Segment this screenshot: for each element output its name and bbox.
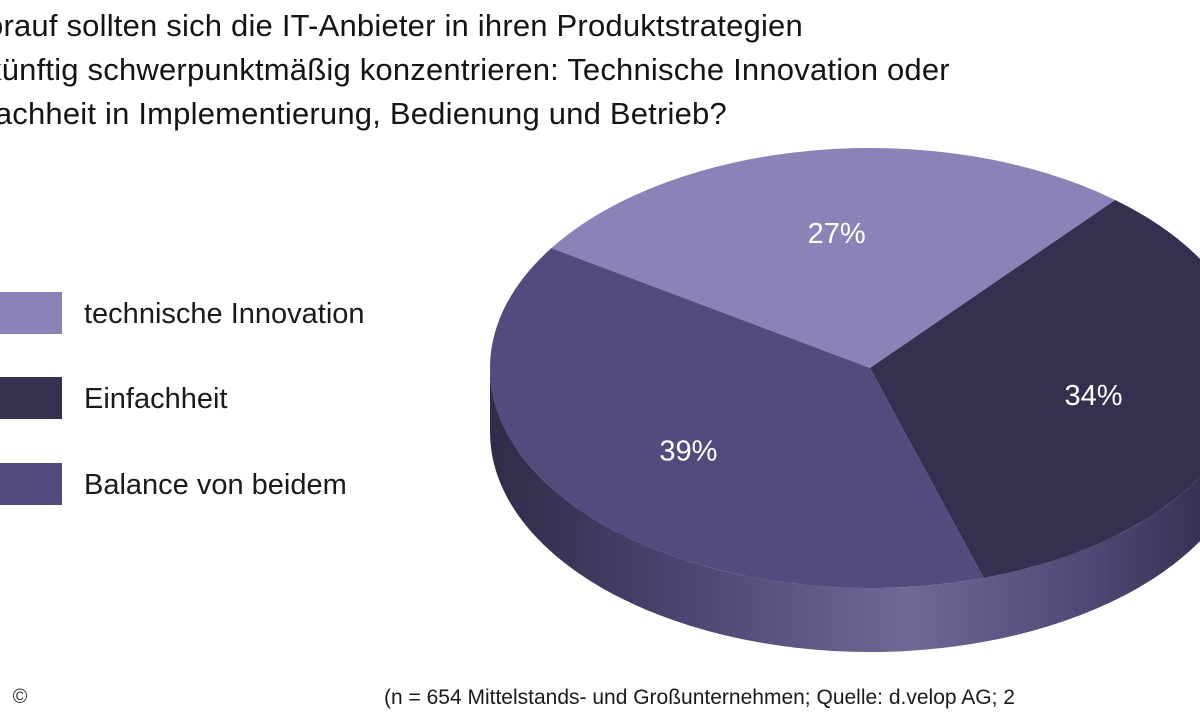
pie-slice-einfachheit xyxy=(870,199,1200,578)
pie-labels-layer: 27% 34% 39% xyxy=(659,218,1122,467)
pie-label-einfachheit: 34% xyxy=(1064,380,1122,412)
chart-footnote: (n = 654 Mittelstands- und Großunternehm… xyxy=(384,686,1015,709)
pie-slice-technische-innovation xyxy=(551,147,1116,368)
pie-slices-layer xyxy=(490,147,1200,588)
copyright-icon: © xyxy=(12,686,28,708)
pie-side-wall xyxy=(490,368,1200,652)
legend-label-balance-von-beidem: Balance von beidem xyxy=(84,469,347,501)
pie-label-balance-von-beidem: 39% xyxy=(659,435,717,467)
chart-title: orauf sollten sich die IT-Anbieter in ih… xyxy=(0,4,1176,136)
pie-slice-balance-von-beidem xyxy=(490,248,984,588)
chart-title-line-2: künftig schwerpunktmäßig konzentrieren: … xyxy=(0,52,950,87)
legend-label-technische-innovation: technische Innovation xyxy=(84,298,365,330)
legend-label-einfachheit: Einfachheit xyxy=(84,383,228,415)
legend-swatch-balance-von-beidem xyxy=(0,463,62,505)
pie-label-technische-innovation: 27% xyxy=(808,218,866,250)
legend-swatch-technische-innovation xyxy=(0,292,62,334)
chart-title-line-3: fachheit in Implementierung, Bedienung u… xyxy=(0,96,727,131)
pie-side-layer xyxy=(490,368,1200,652)
chart-title-line-1: orauf sollten sich die IT-Anbieter in ih… xyxy=(0,8,803,43)
legend-swatch-einfachheit xyxy=(0,377,62,419)
